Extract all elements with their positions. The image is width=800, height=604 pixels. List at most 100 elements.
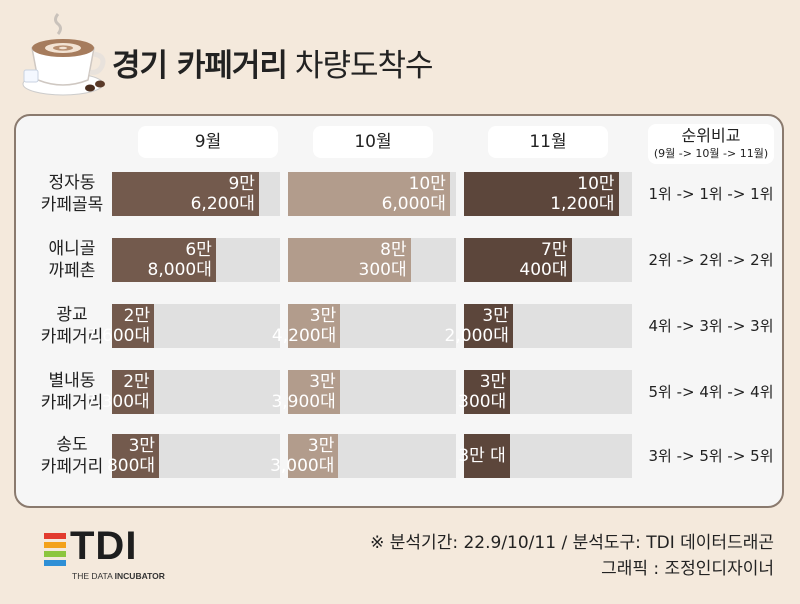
bar-value-label: 9만 6,200대 [191, 174, 255, 214]
bar-sep: 2만 7,300대 [85, 370, 154, 414]
bar-oct: 8만 300대 [288, 238, 411, 282]
row-label-line: 정자동 [48, 173, 96, 193]
logo-stripe [44, 533, 66, 539]
bar-value-line: 3만 [309, 306, 337, 326]
row-label: 별내동 카페거리 [24, 370, 120, 414]
bar-sep: 6만 8,000대 [112, 238, 216, 282]
header: 경기 카페거리 차량도착수 [0, 0, 800, 110]
bar-value-line: 4,200대 [271, 326, 337, 346]
bar-nov: 3만 2,000대 [445, 304, 513, 348]
rank-column-header: 순위비교 (9월 -> 10월 -> 11월) [648, 124, 774, 164]
bar-value-line: 10만 [577, 174, 615, 194]
bar-value-line: 3만 [309, 372, 336, 392]
row-label-line: 송도 [56, 435, 88, 455]
bar-nov: 3만 대 [458, 434, 510, 478]
bar-value-line: 3만 [482, 306, 509, 326]
bar-value-line: 3만 [128, 436, 156, 456]
bar-value-line: 3,900대 [271, 392, 336, 412]
bar-track: 3만 2,000대 [445, 304, 632, 348]
bar-track: 6만 8,000대 [112, 238, 280, 282]
bar-oct: 3만 4,200대 [272, 304, 341, 348]
bar-track: 3만 800대 [107, 434, 280, 478]
bar-value-label: 3만 3,900대 [271, 372, 335, 412]
bar-value-line: 10만 [408, 174, 446, 194]
bar-track: 3만 300대 [458, 370, 632, 414]
bar-sep: 3만 800대 [107, 434, 160, 478]
bar-value-label: 2만 7,300대 [85, 372, 149, 412]
bar-value-line: 3,000대 [270, 456, 335, 476]
row-label-line: 카페거리 [40, 327, 104, 347]
rank-comparison: 4위 -> 3위 -> 3위 [648, 317, 774, 335]
bar-value-label: 10만 1,200대 [550, 174, 614, 214]
bar-oct: 10만 6,000대 [288, 172, 450, 216]
bar-track: 7만 400대 [464, 238, 632, 282]
logo-subtitle: THE DATA INCUBATOR [72, 571, 165, 581]
logo-sub-left: THE DATA [72, 571, 115, 581]
footer-note: ※ 분석기간: 22.9/10/11 / 분석도구: TDI 데이터드래곤 그래… [370, 530, 774, 582]
bar-value-line: 300대 [358, 260, 407, 280]
bar-value-line: 6,000대 [381, 194, 446, 214]
row-label-line: 애니골 [48, 239, 96, 259]
bar-value-line: 8,000대 [147, 260, 212, 280]
bar-value-label: 3만 3,000대 [270, 436, 334, 476]
bar-value-line: 2만 [123, 372, 150, 392]
logo-word: TDI [70, 524, 138, 568]
column-header-nov: 11월 [488, 126, 608, 158]
bar-value-line: 6,200대 [190, 194, 255, 214]
bar-value-line: 9만 [228, 174, 255, 194]
bar-value-label: 2만 7,600대 [86, 306, 150, 346]
footer-credit: 그래픽 : 조정인디자이너 [601, 559, 774, 579]
bar-value-line: 7,600대 [85, 326, 151, 346]
column-header-sep: 9월 [138, 126, 278, 158]
bar-oct: 3만 3,900대 [271, 370, 340, 414]
bar-track: 9만 6,200대 [112, 172, 280, 216]
tdi-logo: TDI THE DATA INCUBATOR [44, 524, 184, 588]
bar-oct: 3만 3,000대 [270, 434, 339, 478]
bar-value-label: 10만 6,000대 [382, 174, 446, 214]
logo-stripe [44, 542, 66, 548]
bar-track: 8만 300대 [288, 238, 456, 282]
logo-stripes [44, 533, 66, 567]
rank-comparison: 5위 -> 4위 -> 4위 [648, 383, 774, 401]
bar-track: 3만 대 [458, 434, 632, 478]
bar-value-line: 300대 [458, 392, 507, 412]
row-label-line: 광교 [56, 305, 88, 325]
bar-value-line: 2만 [123, 306, 151, 326]
row-label-line: 카페거리 [40, 393, 104, 413]
row-label-line: 카페거리 [40, 457, 104, 477]
rank-header-sub: (9월 -> 10월 -> 11월) [653, 147, 769, 160]
bar-track: 3만 3,000대 [270, 434, 456, 478]
bar-value-line: 3만 [479, 372, 507, 392]
bar-value-label: 3만 4,200대 [272, 306, 336, 346]
bar-value-label: 3만 800대 [107, 436, 155, 476]
bar-track: 3만 4,200대 [272, 304, 456, 348]
rank-comparison: 1위 -> 1위 -> 1위 [648, 185, 774, 203]
bar-track: 2만 7,600대 [86, 304, 280, 348]
bar-value-label: 6만 8,000대 [148, 240, 212, 280]
logo-stripe [44, 560, 66, 566]
column-header-oct: 10월 [313, 126, 433, 158]
coffee-cup-icon [22, 13, 106, 96]
bar-track: 3만 3,900대 [271, 370, 456, 414]
bar-value-line: 6만 [185, 240, 212, 260]
bar-value-line: 400대 [519, 260, 568, 280]
row-label: 송도 카페거리 [24, 434, 120, 478]
bar-sep: 9만 6,200대 [112, 172, 259, 216]
chart-panel: 9월 10월 11월 순위비교 (9월 -> 10월 -> 11월) 정자동 카페… [14, 114, 784, 508]
rank-comparison: 3위 -> 5위 -> 5위 [648, 447, 774, 465]
bar-sep: 2만 7,600대 [86, 304, 155, 348]
bar-track: 10만 1,200대 [464, 172, 632, 216]
rank-header-title: 순위비교 [681, 126, 741, 145]
bar-value-line: 3만 대 [458, 446, 506, 466]
rank-comparison: 2위 -> 2위 -> 2위 [648, 251, 774, 269]
row-label-line: 카페골목 [40, 195, 104, 215]
bar-value-label: 8만 300대 [359, 240, 407, 280]
bar-value-line: 8만 [380, 240, 407, 260]
row-label-line: 별내동 [48, 371, 96, 391]
bar-value-line: 1,200대 [550, 194, 615, 214]
bar-track: 2만 7,300대 [85, 370, 280, 414]
bar-nov: 7만 400대 [464, 238, 572, 282]
bar-value-label: 3만 300대 [458, 372, 506, 412]
bar-value-label: 3만 대 [458, 446, 506, 466]
logo-sub-right: INCUBATOR [114, 571, 165, 581]
